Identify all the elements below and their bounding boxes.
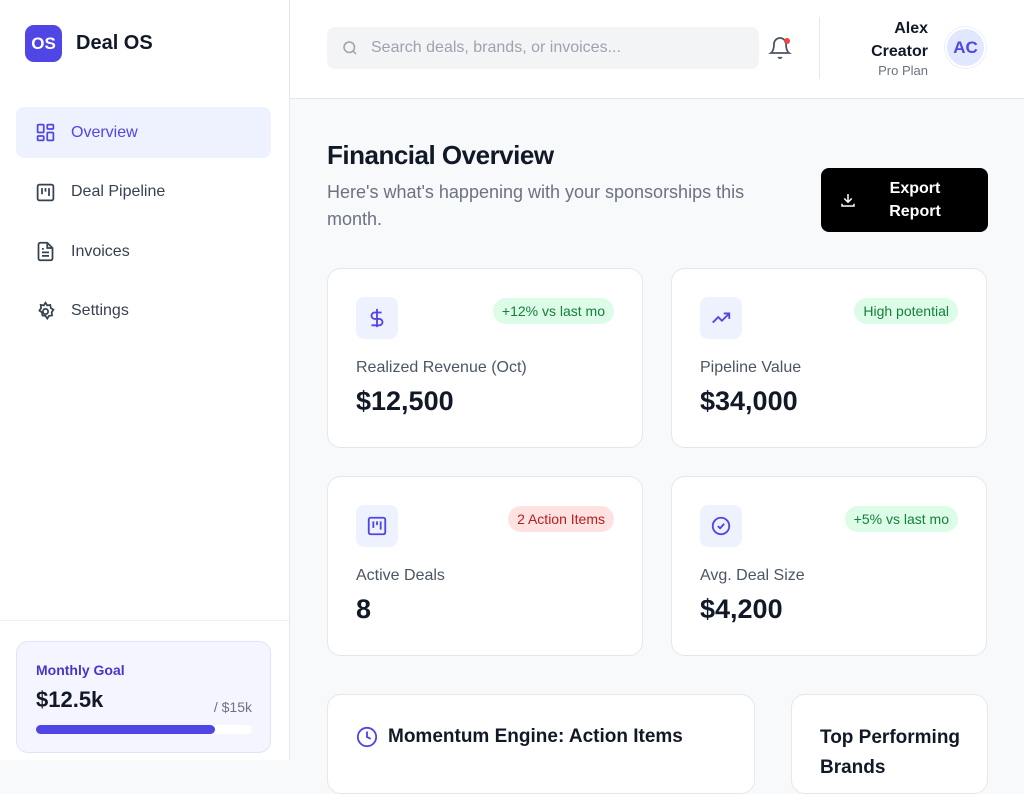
monthly-goal-card: Monthly Goal $12.5k / $15k — [16, 641, 271, 753]
sidebar-item-settings[interactable]: Settings — [16, 286, 271, 337]
goal-target: / $15k — [213, 699, 252, 715]
download-icon — [841, 194, 855, 207]
stat-label: Pipeline Value — [700, 359, 802, 376]
page-subtitle: Here's what's happening with your sponso… — [327, 182, 745, 229]
sidebar-item-invoices[interactable]: Invoices — [16, 226, 271, 277]
file-icon — [37, 241, 54, 262]
gear-icon — [38, 300, 55, 320]
user-plan: Pro Plan — [878, 63, 928, 78]
status-badge: 2 Action Items — [508, 506, 614, 532]
momentum-panel: Momentum Engine: Action Items — [327, 694, 755, 794]
grid-icon — [36, 123, 55, 142]
kanban-icon — [36, 183, 55, 201]
sidebar-item-label: Deal Pipeline — [71, 183, 166, 200]
panel-title: Momentum Engine: Action Items — [388, 726, 683, 747]
status-badge: +12% vs last mo — [492, 298, 614, 324]
status-badge: High potential — [854, 298, 958, 324]
header-divider — [819, 17, 820, 79]
page-title: Financial Overview — [327, 140, 554, 170]
sidebar-item-overview[interactable]: Overview — [16, 107, 271, 158]
stat-value: $12,500 — [356, 386, 454, 416]
kanban-icon — [356, 505, 398, 547]
stat-label: Realized Revenue (Oct) — [356, 359, 527, 376]
notifications-button[interactable] — [768, 36, 792, 60]
goal-value: $12.5k — [36, 687, 104, 712]
sidebar-item-label: Invoices — [71, 242, 130, 260]
sidebar-item-label: Settings — [71, 302, 129, 319]
goal-progress-bar — [36, 725, 252, 734]
status-badge: +5% vs last mo — [844, 506, 958, 532]
stat-value: $4,200 — [700, 594, 783, 624]
logo-badge: OS — [25, 25, 62, 62]
stat-value: $34,000 — [700, 386, 798, 416]
stat-card-pipeline: High potential Pipeline Value $34,000 — [671, 268, 987, 448]
sidebar: OS Deal OS Overview Deal Pipeline Invoic… — [0, 0, 290, 760]
search-input[interactable] — [371, 39, 751, 57]
stat-card-avg-deal: +5% vs last mo Avg. Deal Size $4,200 — [671, 476, 987, 656]
trending-up-icon — [700, 297, 742, 339]
goal-label: Monthly Goal — [36, 662, 125, 678]
goal-progress-fill — [36, 725, 216, 734]
sidebar-item-deal-pipeline[interactable]: Deal Pipeline — [16, 167, 271, 218]
stat-label: Avg. Deal Size — [700, 567, 805, 584]
sidebar-item-label: Overview — [71, 123, 138, 141]
bell-icon — [768, 37, 792, 59]
check-circle-icon — [700, 505, 742, 547]
user-info[interactable]: Alex Creator Pro Plan — [858, 17, 928, 78]
stat-card-active-deals: 2 Action Items Active Deals 8 — [327, 476, 643, 656]
app-name: Deal OS — [76, 32, 153, 54]
sidebar-nav: Overview Deal Pipeline Invoices Settings — [16, 107, 271, 345]
stat-card-revenue: +12% vs last mo Realized Revenue (Oct) $… — [327, 268, 643, 448]
search-icon — [343, 41, 357, 55]
export-report-button[interactable]: Export Report — [821, 168, 988, 232]
goal-section: Monthly Goal $12.5k / $15k — [0, 620, 289, 760]
avatar[interactable]: AC — [945, 27, 986, 68]
top-brands-panel: Top Performing Brands — [791, 694, 988, 794]
dollar-icon — [356, 297, 398, 339]
user-name: Alex Creator — [871, 20, 928, 60]
search-box[interactable] — [327, 27, 759, 69]
notification-dot — [784, 38, 790, 44]
panel-title: Top Performing Brands — [820, 727, 961, 778]
stat-value: 8 — [356, 594, 372, 624]
header: Alex Creator Pro Plan AC — [290, 0, 1024, 99]
logo[interactable]: OS Deal OS — [25, 25, 153, 62]
export-label: Export Report — [889, 180, 941, 220]
clock-icon — [356, 726, 378, 748]
stat-label: Active Deals — [356, 567, 445, 584]
